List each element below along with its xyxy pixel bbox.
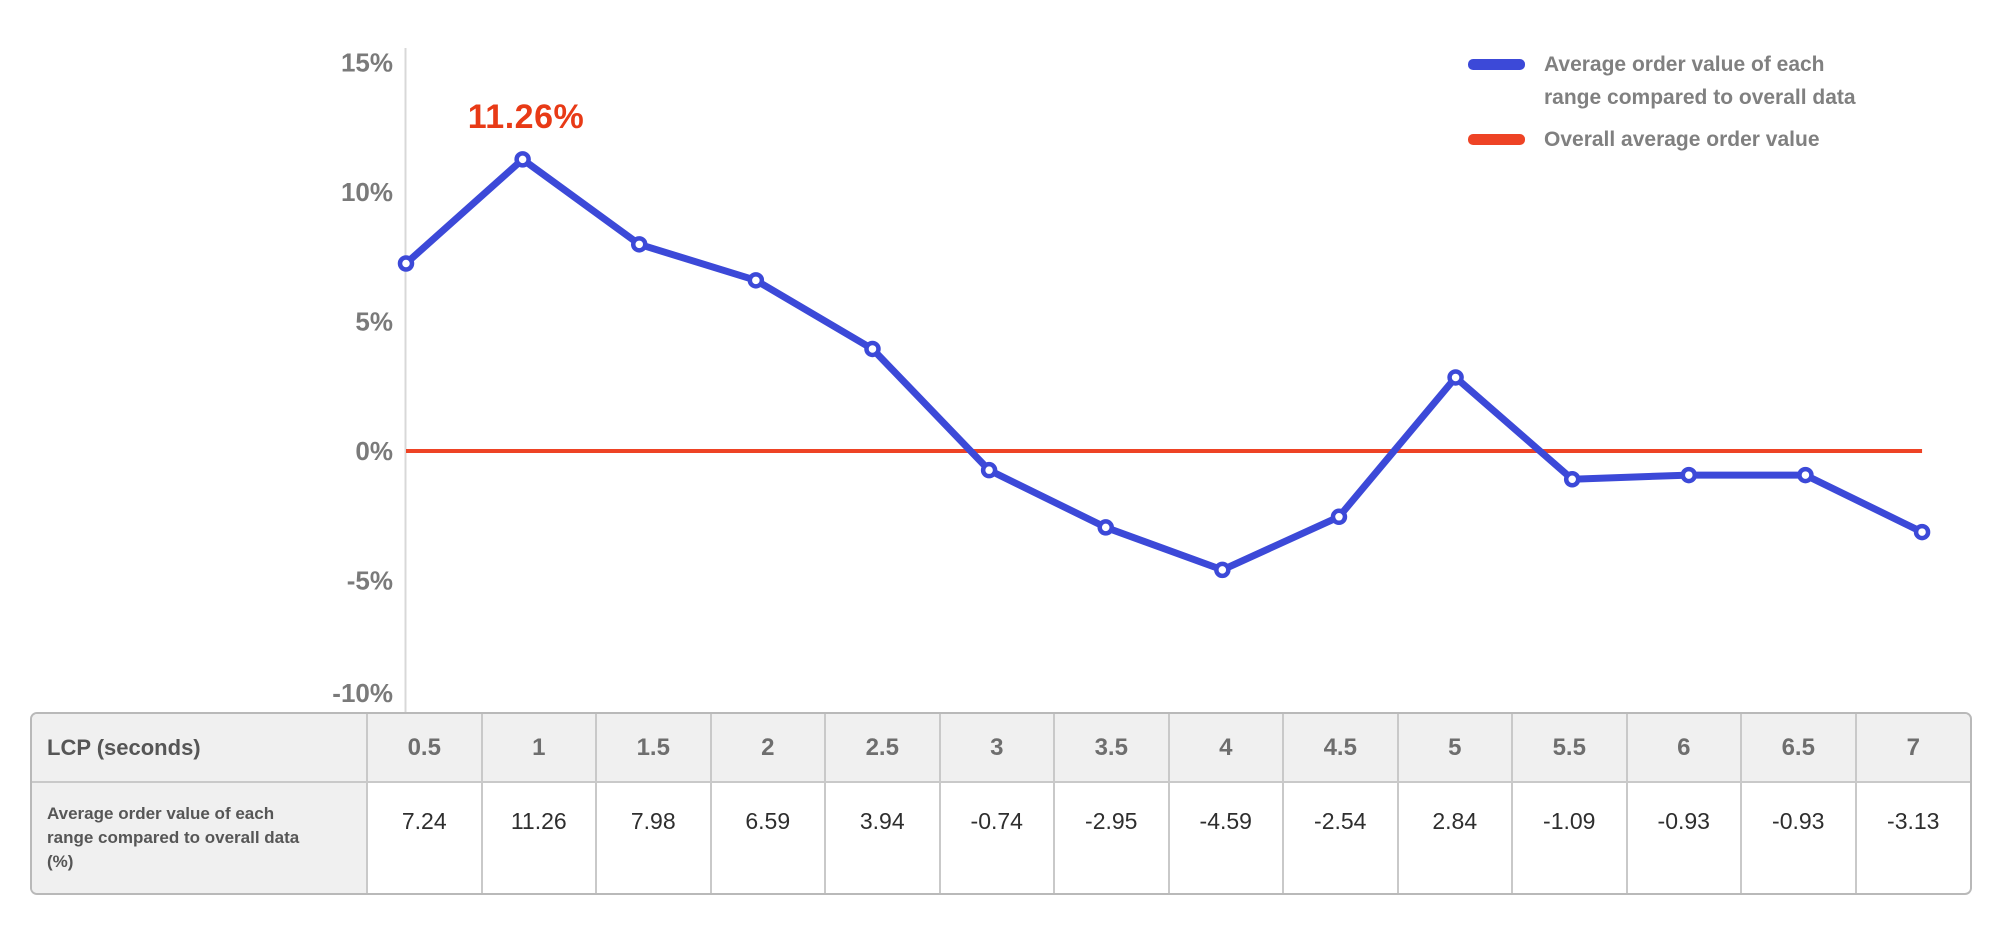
legend-label-aov-range: Average order value of each range compar…: [1544, 53, 1856, 109]
table-value-row: Average order value of each range compar…: [32, 782, 1970, 893]
data-point-marker: [1913, 523, 1931, 541]
legend-item-overall-average[interactable]: Overall average order value: [1468, 123, 1856, 156]
legend-item-aov-range[interactable]: Average order value of each range compar…: [1468, 48, 1856, 114]
value-cell: -4.59: [1168, 782, 1284, 893]
legend-label-overall-average: Overall average order value: [1544, 128, 1820, 151]
value-cell: -0.93: [1741, 782, 1857, 893]
data-point-marker: [1447, 369, 1464, 386]
lcp-column-header: 0.5: [367, 714, 483, 783]
lcp-column-header: 1: [481, 714, 597, 783]
legend-swatch-red: [1468, 134, 1525, 145]
value-cell: -0.93: [1626, 782, 1742, 893]
value-cell: -3.13: [1887, 808, 1940, 834]
table-header-row: LCP (seconds) 0.5 1 1.5 2 2.5 3 3.5 4 4.5 5 5.5 6 6.5…: [32, 714, 1970, 783]
line-chart-canvas: 15% 10% 5% 0% -5% -10%: [332, 48, 1931, 712]
lcp-column-header: 4.5: [1283, 714, 1399, 783]
lcp-column-header: 7: [1855, 714, 1970, 783]
value-cell: -2.54: [1283, 782, 1399, 893]
legend-swatch-blue: [1468, 59, 1525, 70]
y-axis-tick-label: 10%: [341, 177, 393, 207]
value-cell: 2.84: [1397, 782, 1513, 893]
data-point-marker: [1680, 466, 1698, 484]
data-point-marker: [1214, 561, 1231, 579]
value-cell: 7.24: [367, 782, 483, 893]
value-cell: 11.26: [481, 782, 597, 893]
data-point-marker: [1797, 466, 1814, 484]
y-axis-tick-label: -10%: [332, 678, 393, 708]
value-cell: -2.95: [1054, 782, 1170, 893]
lcp-column-header: 2: [710, 714, 826, 783]
data-point-marker: [864, 340, 881, 358]
lcp-column-header: 3: [939, 714, 1055, 783]
y-axis-tick-label: 5%: [355, 307, 393, 337]
lcp-column-header: 5: [1397, 714, 1513, 783]
lcp-column-header: 6.5: [1741, 714, 1857, 783]
lcp-column-header: 6: [1626, 714, 1742, 783]
data-point-marker: [1330, 508, 1348, 526]
lcp-column-header: 1.5: [596, 714, 712, 783]
peak-value-annotation: 11.26%: [467, 98, 585, 136]
data-point-marker: [1097, 519, 1114, 536]
data-table-container: LCP (seconds) 0.5 1 1.5 2 2.5 3 3.5 4 4.5 5 5.5 6 6.5…: [30, 712, 1972, 895]
value-cell: 7.98: [596, 782, 712, 893]
data-point-marker: [747, 272, 765, 289]
lcp-column-header: 2.5: [825, 714, 941, 783]
legend: Average order value of each range compar…: [1468, 48, 1856, 156]
data-point-marker: [397, 255, 415, 272]
value-cell: 6.59: [710, 782, 826, 893]
value-cell: -1.09: [1512, 782, 1628, 893]
data-point-marker: [630, 236, 648, 253]
lcp-column-header: 3.5: [1054, 714, 1170, 783]
table-corner-label: LCP (seconds): [32, 714, 368, 783]
y-axis-tick-label: 15%: [341, 48, 393, 78]
y-axis-tick-label: 0%: [355, 436, 393, 466]
value-cell: -0.74: [939, 782, 1055, 893]
value-cell: 3.94: [825, 782, 941, 893]
lcp-column-header: 4: [1168, 714, 1284, 783]
y-axis-tick-label: -5%: [347, 566, 393, 596]
data-point-marker: [514, 151, 531, 168]
data-point-marker: [980, 461, 998, 479]
data-table: LCP (seconds) 0.5 1 1.5 2 2.5 3 3.5 4 4.5 5 5.5 6 6.5…: [32, 714, 1970, 893]
lcp-column-header: 5.5: [1512, 714, 1628, 783]
data-point-marker: [1563, 470, 1581, 488]
table-row-label: Average order value of each range compar…: [32, 782, 368, 893]
aov-series-line: [402, 155, 1926, 574]
